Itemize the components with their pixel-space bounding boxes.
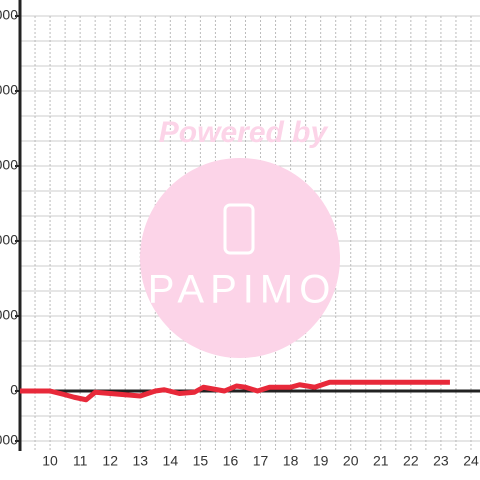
y-tick-label: 30,000 [0, 307, 18, 323]
y-tick-label: 90,000 [0, 157, 18, 173]
x-tick-label: 20 [343, 453, 359, 469]
watermark-logo: PAPIMO [148, 268, 337, 312]
x-tick-label: 24 [463, 453, 479, 469]
x-tick-label: 16 [223, 453, 239, 469]
x-tick-label: 12 [102, 453, 118, 469]
plot: -20,000 0 30,000 60,000 90,000 120,000 150,000… [0, 0, 480, 469]
x-tick-label: 17 [253, 453, 269, 469]
data-line [20, 379, 450, 403]
x-tick-label: 19 [313, 453, 329, 469]
x-tick-label: 14 [163, 453, 179, 469]
watermark-circle [140, 158, 340, 358]
y-tick-label: 120,000 [0, 82, 18, 98]
x-tick-label: 15 [193, 453, 209, 469]
x-tick-label: 23 [433, 453, 449, 469]
y-tick-label: 150,000 [0, 7, 18, 23]
x-tick-label: 11 [73, 453, 88, 469]
x-tick-label: 10 [42, 453, 58, 469]
watermark-icon [223, 203, 255, 255]
y-tick-label: 0 [10, 382, 18, 398]
watermark: Powered by PAPIMO [140, 116, 340, 358]
y-tick-label: -20,000 [0, 432, 18, 448]
x-tick-label: 21 [373, 453, 389, 469]
x-tick-label: 22 [403, 453, 419, 469]
x-tick-label: 18 [283, 453, 299, 469]
y-tick-label: 60,000 [0, 232, 18, 248]
x-tick-label: 13 [132, 453, 148, 469]
watermark-text: Powered by [159, 116, 329, 149]
